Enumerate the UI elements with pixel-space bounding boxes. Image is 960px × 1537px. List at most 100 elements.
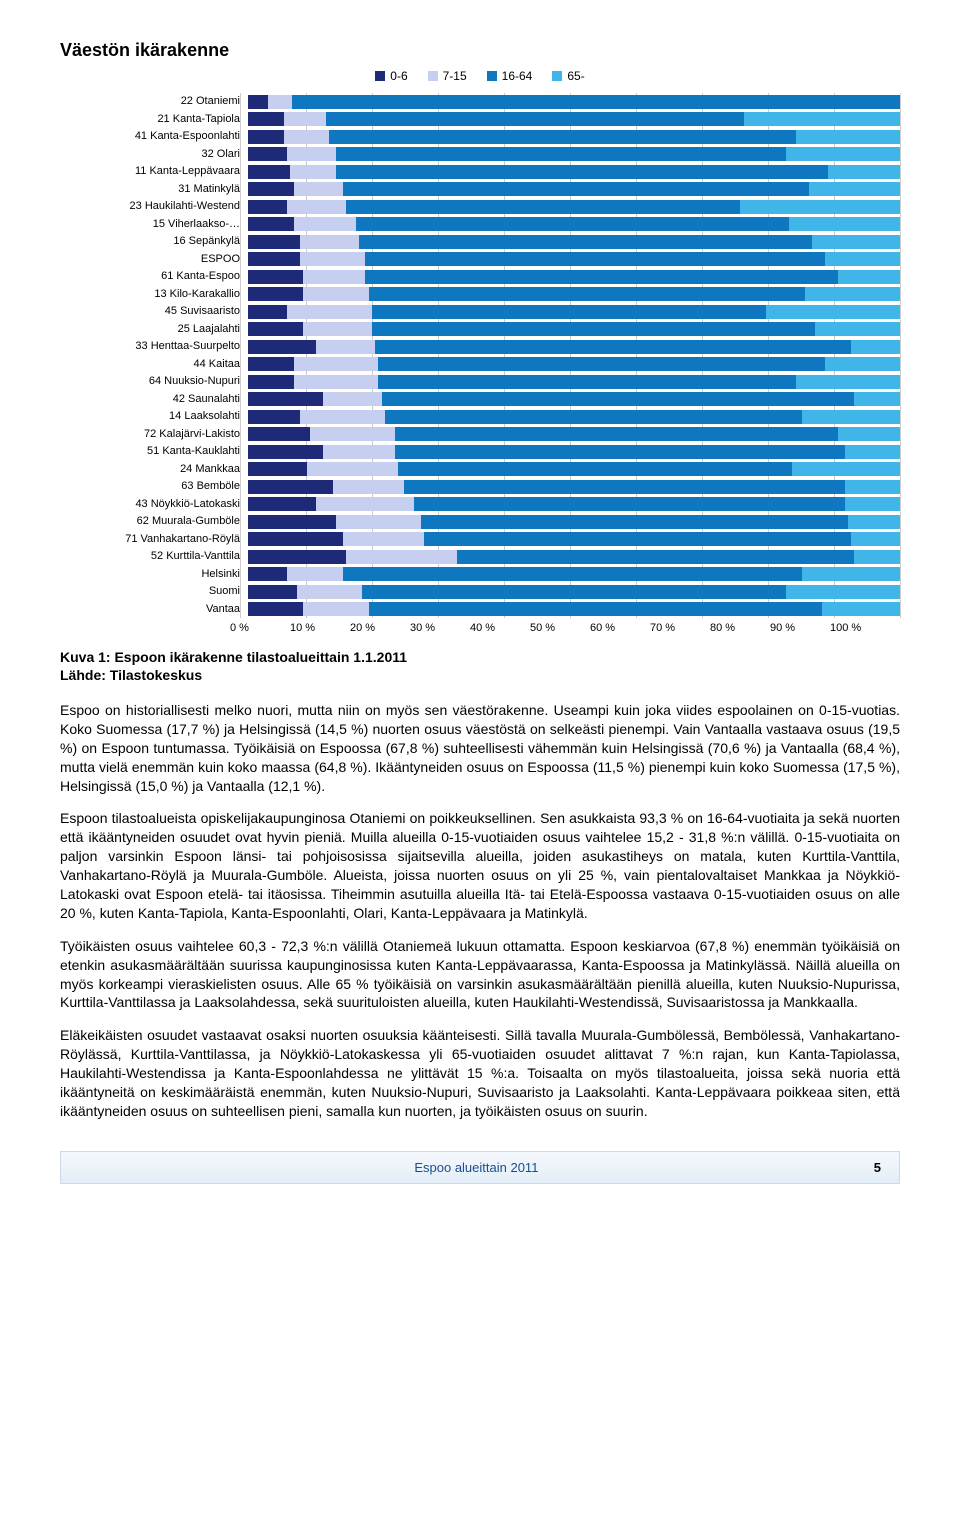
footer-page-number: 5 (874, 1160, 881, 1175)
chart-bar-segment (292, 95, 900, 109)
chart-row-label: 71 Vanhakartano-Röylä (60, 531, 248, 549)
chart-bar-segment (294, 375, 379, 389)
legend-label: 65- (567, 69, 584, 83)
chart-row: 64 Nuuksio-Nupuri (60, 373, 900, 391)
chart-row: 24 Mankkaa (60, 461, 900, 479)
chart-bar-segment (457, 550, 855, 564)
chart-row-label: 32 Olari (60, 146, 248, 164)
chart-bar-segment (300, 410, 385, 424)
chart-bar-segment (802, 567, 900, 581)
chart-bar-segment (740, 200, 900, 214)
chart-row-label: 63 Bemböle (60, 478, 248, 496)
chart-bar (248, 182, 900, 196)
chart-bar-segment (845, 445, 900, 459)
chart-row: 13 Kilo-Karakallio (60, 286, 900, 304)
legend-item: 7-15 (428, 69, 467, 83)
legend-swatch-16-64 (487, 71, 497, 81)
chart-bar-segment (365, 270, 838, 284)
legend-swatch-0-6 (375, 71, 385, 81)
chart-bar-segment (336, 515, 421, 529)
chart-row: 44 Kaitaa (60, 356, 900, 374)
chart-row-label: 51 Kanta-Kauklahti (60, 443, 248, 461)
chart-bar-segment (398, 462, 792, 476)
age-structure-chart: 0-6 7-15 16-64 65- 22 Otaniemi21 Kanta-T… (60, 69, 900, 634)
chart-bar (248, 130, 900, 144)
chart-row-label: 24 Mankkaa (60, 461, 248, 479)
chart-bar (248, 427, 900, 441)
chart-bar-segment (815, 322, 900, 336)
body-paragraph: Työikäisten osuus vaihtelee 60,3 - 72,3 … (60, 937, 900, 1013)
chart-bar-segment (248, 357, 294, 371)
chart-row: 11 Kanta-Leppävaara (60, 163, 900, 181)
chart-bar-segment (248, 480, 333, 494)
x-axis-tick: 80 % (710, 622, 770, 634)
chart-row-label: 42 Saunalahti (60, 391, 248, 409)
page-footer: Espoo alueittain 2011 5 (60, 1151, 900, 1184)
chart-row-label: Suomi (60, 583, 248, 601)
chart-row: 14 Laaksolahti (60, 408, 900, 426)
chart-row-label: 62 Muurala-Gumböle (60, 513, 248, 531)
chart-bar-segment (300, 235, 359, 249)
legend-item: 65- (552, 69, 584, 83)
chart-row-label: 33 Henttaa-Suurpelto (60, 338, 248, 356)
chart-bar-segment (786, 585, 900, 599)
chart-bar (248, 270, 900, 284)
chart-bar-segment (766, 305, 900, 319)
legend-swatch-7-15 (428, 71, 438, 81)
chart-row-label: 45 Suvisaaristo (60, 303, 248, 321)
chart-bar-segment (248, 515, 336, 529)
chart-row: 16 Sepänkylä (60, 233, 900, 251)
chart-bar-segment (372, 305, 766, 319)
chart-bar (248, 322, 900, 336)
chart-x-axis: 0 %10 %20 %30 %40 %50 %60 %70 %80 %90 %1… (240, 622, 900, 634)
body-paragraph: Eläkeikäisten osuudet vastaavat osaksi n… (60, 1026, 900, 1120)
chart-bar-segment (365, 252, 825, 266)
chart-bar-segment (369, 287, 806, 301)
chart-bar-segment (796, 375, 900, 389)
chart-bar (248, 392, 900, 406)
chart-bar-segment (248, 532, 343, 546)
chart-bar (248, 112, 900, 126)
chart-bar-segment (323, 445, 395, 459)
chart-bar-segment (789, 217, 900, 231)
chart-row-label: Vantaa (60, 601, 248, 619)
x-axis-tick: 90 % (770, 622, 830, 634)
chart-row-label: 64 Nuuksio-Nupuri (60, 373, 248, 391)
chart-bar-segment (825, 357, 900, 371)
chart-bar-segment (796, 130, 900, 144)
chart-bar (248, 305, 900, 319)
footer-title: Espoo alueittain 2011 (79, 1160, 874, 1175)
chart-bar (248, 480, 900, 494)
chart-bar-segment (248, 252, 300, 266)
legend-label: 16-64 (502, 69, 533, 83)
chart-bar-segment (248, 147, 287, 161)
chart-row: 63 Bemböle (60, 478, 900, 496)
chart-bar-segment (378, 357, 825, 371)
chart-bar-segment (323, 392, 382, 406)
chart-bar-segment (248, 585, 297, 599)
chart-bar-segment (300, 252, 365, 266)
chart-bar-segment (248, 287, 303, 301)
chart-bar-segment (838, 270, 900, 284)
chart-bar (248, 147, 900, 161)
chart-bar-segment (284, 112, 326, 126)
chart-bar (248, 357, 900, 371)
chart-row: Suomi (60, 583, 900, 601)
x-axis-tick: 70 % (650, 622, 710, 634)
chart-bar-segment (248, 182, 294, 196)
chart-bar (248, 462, 900, 476)
chart-row: 52 Kurttila-Vanttila (60, 548, 900, 566)
chart-bar (248, 217, 900, 231)
chart-bar-segment (851, 340, 900, 354)
chart-bar-segment (287, 305, 372, 319)
chart-bar-segment (248, 95, 268, 109)
chart-bar-segment (248, 410, 300, 424)
chart-row: 61 Kanta-Espoo (60, 268, 900, 286)
chart-row-label: 31 Matinkylä (60, 181, 248, 199)
chart-bar (248, 532, 900, 546)
chart-row: 15 Viherlaakso-… (60, 216, 900, 234)
chart-bar-segment (248, 550, 346, 564)
chart-bar-segment (248, 392, 323, 406)
chart-bar-segment (404, 480, 844, 494)
chart-bar-segment (343, 182, 809, 196)
